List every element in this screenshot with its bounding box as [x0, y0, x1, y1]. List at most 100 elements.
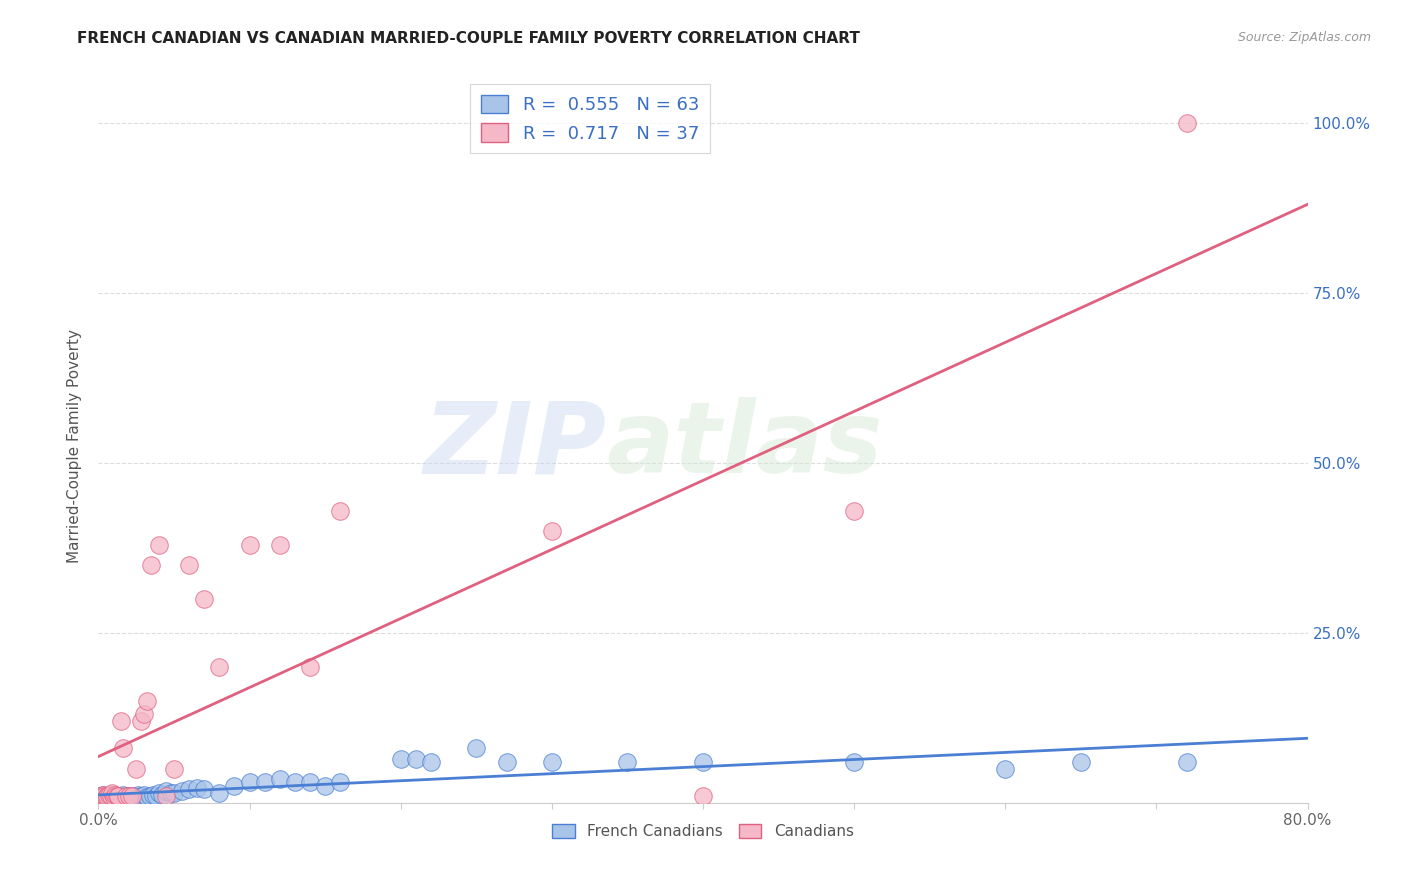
Point — [105, 789, 128, 804]
Point — [121, 789, 143, 803]
Point — [96, 789, 118, 803]
Point — [692, 789, 714, 803]
Point — [121, 790, 143, 805]
Point — [148, 786, 170, 800]
Point — [110, 790, 132, 805]
Point — [103, 789, 125, 803]
Point — [120, 791, 142, 805]
Point — [284, 775, 307, 789]
Point — [91, 788, 114, 802]
Text: atlas: atlas — [606, 398, 883, 494]
Point — [405, 751, 427, 765]
Point — [844, 503, 866, 517]
Point — [93, 789, 115, 803]
Point — [125, 762, 148, 776]
Text: Source: ZipAtlas.com: Source: ZipAtlas.com — [1237, 31, 1371, 45]
Point — [208, 786, 231, 800]
Point — [124, 791, 146, 805]
Point — [163, 762, 186, 776]
Point — [90, 790, 112, 805]
Point — [692, 755, 714, 769]
Point — [269, 537, 291, 551]
Point — [127, 789, 149, 803]
Point — [145, 789, 167, 803]
Point — [122, 789, 145, 803]
Point — [179, 558, 201, 572]
Point — [90, 789, 112, 803]
Point — [101, 790, 124, 805]
Point — [540, 524, 562, 538]
Point — [224, 779, 246, 793]
Point — [142, 788, 165, 802]
Point — [108, 789, 131, 803]
Point — [150, 788, 173, 802]
Point — [193, 782, 215, 797]
Point — [155, 783, 177, 797]
Point — [269, 772, 291, 786]
Point — [465, 741, 488, 756]
Point — [1175, 755, 1198, 769]
Point — [314, 779, 336, 793]
Point — [186, 780, 208, 795]
Point — [135, 790, 157, 805]
Point — [844, 755, 866, 769]
Point — [148, 537, 170, 551]
Point — [94, 790, 117, 805]
Point — [208, 660, 231, 674]
Point — [114, 789, 136, 803]
Point — [193, 591, 215, 606]
Point — [299, 775, 322, 789]
Point — [118, 789, 141, 803]
Text: ZIP: ZIP — [423, 398, 606, 494]
Point — [495, 755, 517, 769]
Point — [135, 694, 157, 708]
Point — [112, 791, 135, 805]
Point — [1175, 116, 1198, 130]
Point — [389, 751, 412, 765]
Point — [129, 714, 152, 729]
Point — [299, 660, 322, 674]
Point — [132, 788, 155, 802]
Point — [1070, 755, 1092, 769]
Point — [94, 790, 117, 805]
Y-axis label: Married-Couple Family Poverty: Married-Couple Family Poverty — [67, 329, 83, 563]
Point — [125, 789, 148, 804]
Point — [115, 790, 138, 805]
Point — [98, 788, 121, 802]
Point — [253, 775, 276, 789]
Point — [994, 762, 1017, 776]
Point — [111, 741, 134, 756]
Point — [239, 775, 262, 789]
Point — [96, 789, 118, 803]
Point — [239, 537, 262, 551]
Point — [98, 791, 121, 805]
Point — [103, 790, 125, 805]
Text: FRENCH CANADIAN VS CANADIAN MARRIED-COUPLE FAMILY POVERTY CORRELATION CHART: FRENCH CANADIAN VS CANADIAN MARRIED-COUP… — [77, 31, 860, 46]
Point — [139, 789, 162, 803]
Point — [163, 786, 186, 800]
Point — [160, 786, 183, 800]
Point — [93, 792, 115, 806]
Point — [179, 782, 201, 797]
Point — [170, 783, 193, 797]
Point — [104, 788, 127, 802]
Point — [329, 775, 352, 789]
Point — [105, 789, 128, 803]
Legend: French Canadians, Canadians: French Canadians, Canadians — [547, 818, 859, 845]
Point — [128, 790, 150, 805]
Point — [155, 789, 177, 803]
Point — [540, 755, 562, 769]
Point — [110, 714, 132, 729]
Point — [100, 788, 122, 802]
Point — [104, 791, 127, 805]
Point — [329, 503, 352, 517]
Point — [101, 786, 124, 800]
Point — [118, 789, 141, 803]
Point — [89, 789, 111, 803]
Point — [616, 755, 638, 769]
Point — [89, 790, 111, 805]
Point — [107, 789, 129, 803]
Point — [91, 788, 114, 802]
Point — [114, 789, 136, 804]
Point — [132, 707, 155, 722]
